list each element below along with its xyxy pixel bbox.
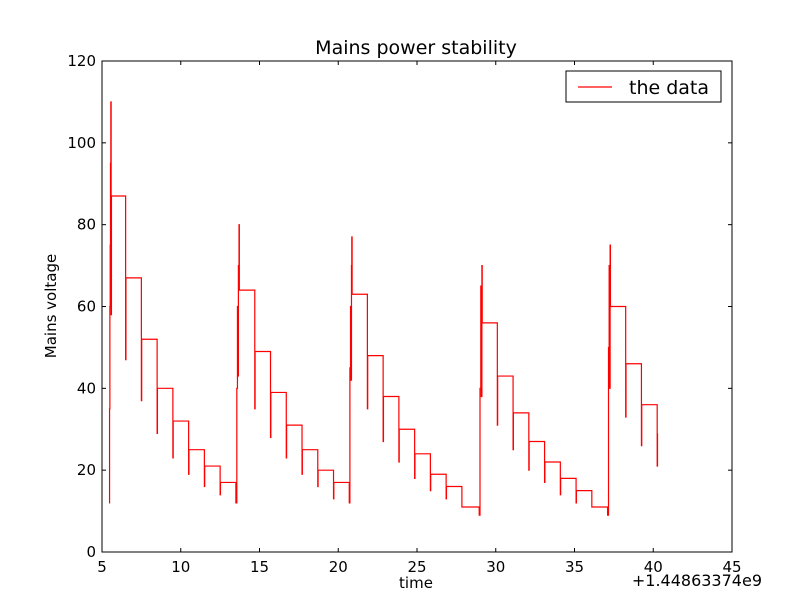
x-tick-label: 25 (407, 558, 426, 576)
y-axis-label: Mains voltage (42, 254, 60, 358)
series-layer (108, 101, 659, 516)
x-tick-label: 40 (644, 558, 663, 576)
plot-area (101, 60, 733, 553)
y-tick-label: 120 (67, 52, 96, 70)
x-tick-label: 10 (171, 558, 190, 576)
x-axis-offset-label: +1.44863374e9 (632, 571, 762, 590)
x-tick-label: 35 (565, 558, 584, 576)
x-tick-label: 30 (486, 558, 505, 576)
legend-entry-label: the data (629, 77, 709, 99)
x-tick-label: 20 (329, 558, 348, 576)
y-tick-label: 0 (86, 543, 96, 561)
chart-title: Mains power stability (315, 37, 517, 59)
legend: the data (565, 70, 722, 103)
y-tick-label: 20 (77, 461, 96, 479)
axis-ticks: 5 10 15 20 25 30 35 40 45 0 20 40 60 80 100 120 (67, 52, 741, 576)
y-tick-label: 100 (67, 134, 96, 152)
x-tick-label: 45 (722, 558, 741, 576)
y-tick-label: 60 (77, 298, 96, 316)
x-tick-label: 5 (97, 558, 107, 576)
y-tick-label: 80 (77, 216, 96, 234)
series-line (108, 101, 659, 516)
y-tick-label: 40 (77, 379, 96, 397)
x-axis-label: time (399, 574, 433, 592)
x-tick-label: 15 (250, 558, 269, 576)
